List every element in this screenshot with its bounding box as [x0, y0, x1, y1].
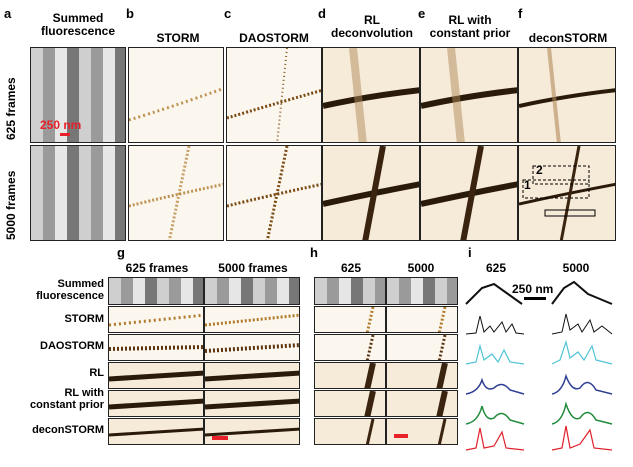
h-rl-625 — [314, 362, 386, 389]
h-rlc-5000 — [386, 390, 458, 417]
roi-label-1: 1 — [524, 178, 531, 192]
h-storm-625 — [314, 306, 386, 333]
tile-daostorm-5000 — [226, 145, 322, 241]
i-scale-label: 250 nm — [512, 282, 554, 296]
title-daostorm: DAOSTORM — [239, 31, 309, 45]
g-col-5000: 5000 frames — [218, 261, 288, 275]
g-dao-625 — [108, 334, 204, 361]
g-summed-625 — [108, 277, 204, 305]
profile-rlc-5000 — [551, 401, 613, 425]
scale-bar-g — [212, 436, 228, 440]
h-decon-5000 — [386, 418, 458, 445]
roi-label-2: 2 — [536, 163, 543, 177]
panel-letter-i: i — [468, 245, 472, 260]
tile-summed-625 — [30, 47, 126, 143]
profile-summed-625 — [465, 282, 523, 305]
bottom-row-summed: Summed fluorescence — [36, 278, 104, 302]
i-col-625: 625 — [485, 261, 507, 275]
profile-summed-5000 — [551, 280, 613, 305]
tile-summed-5000 — [30, 145, 126, 241]
h-dao-5000 — [386, 334, 458, 361]
tile-daostorm-625 — [226, 47, 322, 143]
tile-decon-625 — [518, 47, 616, 143]
g-rl-625 — [108, 362, 204, 389]
profile-storm-625 — [465, 315, 525, 335]
row-label-625: 625 frames — [4, 77, 18, 140]
h-storm-5000 — [386, 306, 458, 333]
g-dao-5000 — [204, 334, 300, 361]
g-col-625: 625 frames — [125, 261, 189, 275]
profile-dao-625 — [465, 343, 525, 365]
g-rlc-625 — [108, 390, 204, 417]
title-storm: STORM — [156, 31, 200, 45]
profile-storm-5000 — [551, 313, 613, 335]
tile-rlc-5000 — [420, 145, 518, 241]
scale-label-a: 250 nm — [40, 118, 82, 132]
tile-rl-625 — [322, 47, 420, 143]
h-summed-625 — [314, 277, 386, 305]
bottom-row-storm: STORM — [64, 313, 104, 325]
bottom-row-rlc: RL with constant prior — [30, 387, 104, 411]
panel-letter-g: g — [117, 245, 125, 260]
panel-letter-c: c — [224, 6, 232, 21]
scale-bar-a — [60, 133, 70, 136]
h-dao-625 — [314, 334, 386, 361]
tile-storm-625 — [128, 47, 224, 143]
bottom-row-decon: deconSTORM — [32, 424, 104, 436]
g-storm-625 — [108, 306, 204, 333]
tile-storm-5000 — [128, 145, 224, 241]
tile-rl-5000 — [322, 145, 420, 241]
profile-rl-5000 — [551, 373, 613, 395]
h-col-625: 625 — [340, 261, 362, 275]
i-profiles — [465, 280, 613, 451]
i-col-5000: 5000 — [562, 261, 590, 275]
h-decon-625 — [314, 418, 386, 445]
title-deconstorm: deconSTORM — [528, 31, 608, 45]
profile-dao-5000 — [551, 339, 613, 365]
row-label-5000: 5000 frames — [4, 170, 18, 240]
profile-decon-625 — [465, 427, 525, 451]
i-scale-bar — [524, 297, 546, 300]
bottom-row-daostorm: DAOSTORM — [40, 340, 104, 352]
g-decon-625 — [108, 418, 204, 445]
h-col-5000: 5000 — [407, 261, 435, 275]
g-summed-5000 — [204, 277, 300, 305]
bottom-row-rl: RL — [89, 367, 104, 379]
title-summed: Summed fluorescence — [40, 11, 116, 38]
h-summed-5000 — [386, 277, 458, 305]
tile-rlc-625 — [420, 47, 518, 143]
g-storm-5000 — [204, 306, 300, 333]
g-rlc-5000 — [204, 390, 300, 417]
profile-decon-5000 — [551, 425, 613, 451]
panel-letter-b: b — [126, 6, 134, 21]
tile-decon-5000 — [518, 145, 616, 241]
panel-letter-e: e — [418, 6, 426, 21]
panel-letter-h: h — [310, 245, 318, 260]
panel-letter-f: f — [518, 6, 523, 21]
profile-rlc-625 — [465, 405, 525, 425]
profile-rl-625 — [465, 377, 525, 395]
title-rl-constant: RL with constant prior — [429, 13, 511, 40]
h-rlc-625 — [314, 390, 386, 417]
title-rl: RL deconvolution — [331, 13, 413, 40]
g-decon-5000 — [204, 418, 300, 445]
panel-letter-d: d — [318, 6, 326, 21]
g-rl-5000 — [204, 362, 300, 389]
h-rl-5000 — [386, 362, 458, 389]
scale-bar-h — [394, 434, 408, 438]
panel-letter-a: a — [4, 6, 12, 21]
